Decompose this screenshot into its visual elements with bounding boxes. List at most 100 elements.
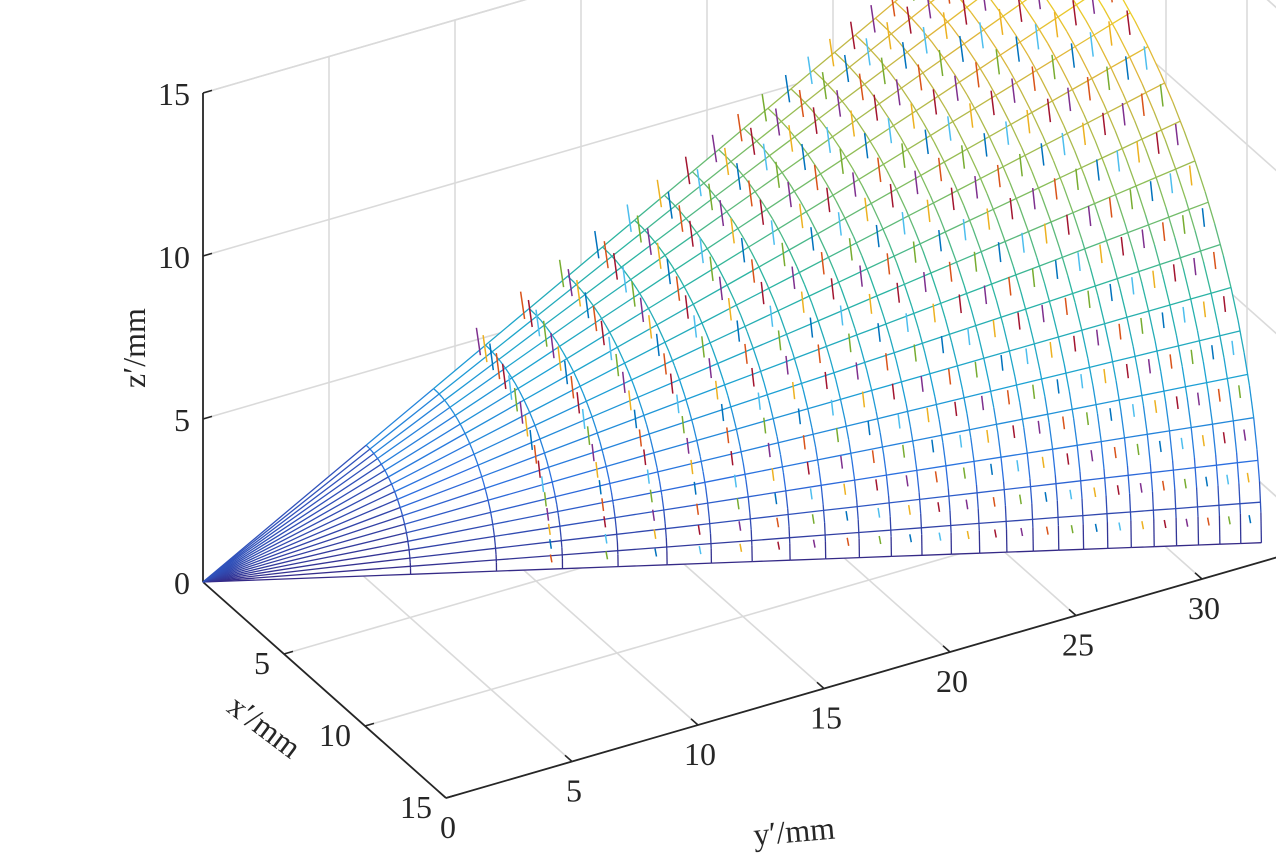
z-tick xyxy=(202,252,213,257)
surface-face xyxy=(945,220,982,263)
mesh-arc xyxy=(922,122,935,143)
normal-arrow xyxy=(1073,335,1077,352)
surface-face xyxy=(751,537,791,562)
normal-arrow xyxy=(901,143,906,168)
normal-arrow xyxy=(826,126,832,153)
mesh-arc xyxy=(823,339,831,360)
normal-arrow xyxy=(885,353,889,371)
mesh-arc xyxy=(489,509,493,519)
normal-arrow xyxy=(563,360,569,385)
mesh-arc xyxy=(1185,199,1196,231)
mesh-line xyxy=(1106,511,1131,515)
mesh-line xyxy=(481,452,545,478)
mesh-line xyxy=(876,283,905,297)
normal-arrow xyxy=(1054,260,1059,279)
mesh-arc xyxy=(851,459,856,481)
mesh-line xyxy=(890,17,912,35)
mesh-arc xyxy=(895,188,907,210)
surface-face xyxy=(983,16,1021,55)
mesh-arc xyxy=(731,412,738,430)
surface-face xyxy=(643,399,692,434)
surface-face xyxy=(785,485,824,515)
surface-face xyxy=(1025,144,1061,188)
surface-face xyxy=(1110,57,1146,103)
surface-face xyxy=(849,50,887,85)
normal-arrow xyxy=(992,319,996,338)
mesh-line xyxy=(648,419,692,435)
normal-arrow xyxy=(1094,523,1098,532)
mesh-arc xyxy=(1050,221,1061,249)
mesh-line xyxy=(584,266,622,296)
mesh-arc xyxy=(1062,186,1074,213)
surface-face xyxy=(794,346,834,384)
mesh-arc xyxy=(557,343,564,353)
normal-arrow xyxy=(817,344,821,364)
surface-face xyxy=(930,262,967,304)
surface-face xyxy=(593,279,640,319)
mesh-line xyxy=(433,344,486,390)
mesh-line xyxy=(767,382,802,396)
mesh-line xyxy=(1156,345,1179,352)
normal-arrow xyxy=(986,208,991,230)
mesh-arc xyxy=(938,419,944,444)
normal-arrow xyxy=(995,49,1001,75)
mesh-arc xyxy=(876,152,888,171)
surface-face xyxy=(1028,222,1063,266)
surface-face xyxy=(969,209,1006,252)
mesh-line xyxy=(916,465,947,472)
mesh-line xyxy=(487,481,553,501)
mesh-arc xyxy=(934,396,940,421)
surface-face xyxy=(943,43,981,83)
mesh-arc xyxy=(1164,401,1171,431)
mesh-arc xyxy=(650,312,658,326)
mesh-arc xyxy=(1078,54,1093,79)
mesh-arc xyxy=(1091,78,1105,105)
normal-arrow xyxy=(1056,379,1060,394)
normal-arrow xyxy=(1026,109,1031,134)
mesh-arc xyxy=(365,444,370,449)
mesh-line xyxy=(1046,132,1068,145)
normal-arrow xyxy=(1188,165,1193,186)
surface-face xyxy=(410,559,497,575)
normal-arrow xyxy=(1053,178,1058,200)
mesh-line xyxy=(202,457,378,583)
normal-arrow xyxy=(910,103,916,129)
mesh-arc xyxy=(1073,150,1086,177)
mesh-arc xyxy=(937,295,946,319)
surface-face xyxy=(1130,510,1155,548)
mesh-arc xyxy=(1018,206,1030,232)
mesh-arc xyxy=(371,450,376,456)
mesh-line xyxy=(978,520,1007,525)
mesh-line xyxy=(464,399,525,435)
mesh-arc xyxy=(993,407,999,433)
mesh-line xyxy=(1039,256,1063,267)
mesh-line xyxy=(544,294,586,326)
mesh-arc xyxy=(995,48,1010,69)
surface-face xyxy=(1030,483,1059,520)
mesh-line xyxy=(1163,386,1186,392)
mesh-line xyxy=(912,434,942,442)
mesh-arc xyxy=(1114,194,1126,224)
mesh-arc xyxy=(913,229,924,252)
mesh-arc xyxy=(791,352,799,372)
surface-face xyxy=(1082,513,1108,550)
surface-face xyxy=(886,313,923,353)
surface-face xyxy=(1058,515,1084,551)
tick-labels: 0510155101505101520253035 xyxy=(158,76,1220,845)
surface-face xyxy=(684,266,728,305)
normal-arrow xyxy=(1049,341,1053,358)
mesh-line xyxy=(477,438,541,466)
normal-arrow xyxy=(651,509,656,521)
mesh-line xyxy=(823,505,858,512)
normal-arrow xyxy=(697,524,701,535)
y-tick-label: 10 xyxy=(684,736,716,772)
normal-arrow xyxy=(1018,153,1023,177)
surface-face xyxy=(856,103,894,142)
surface-face xyxy=(617,324,665,364)
normal-arrow xyxy=(938,230,942,252)
mesh-arc xyxy=(1141,83,1155,112)
normal-arrow xyxy=(1238,385,1242,399)
mesh-line xyxy=(1153,507,1176,511)
surface-face xyxy=(1089,361,1120,405)
surface-face xyxy=(838,268,877,309)
